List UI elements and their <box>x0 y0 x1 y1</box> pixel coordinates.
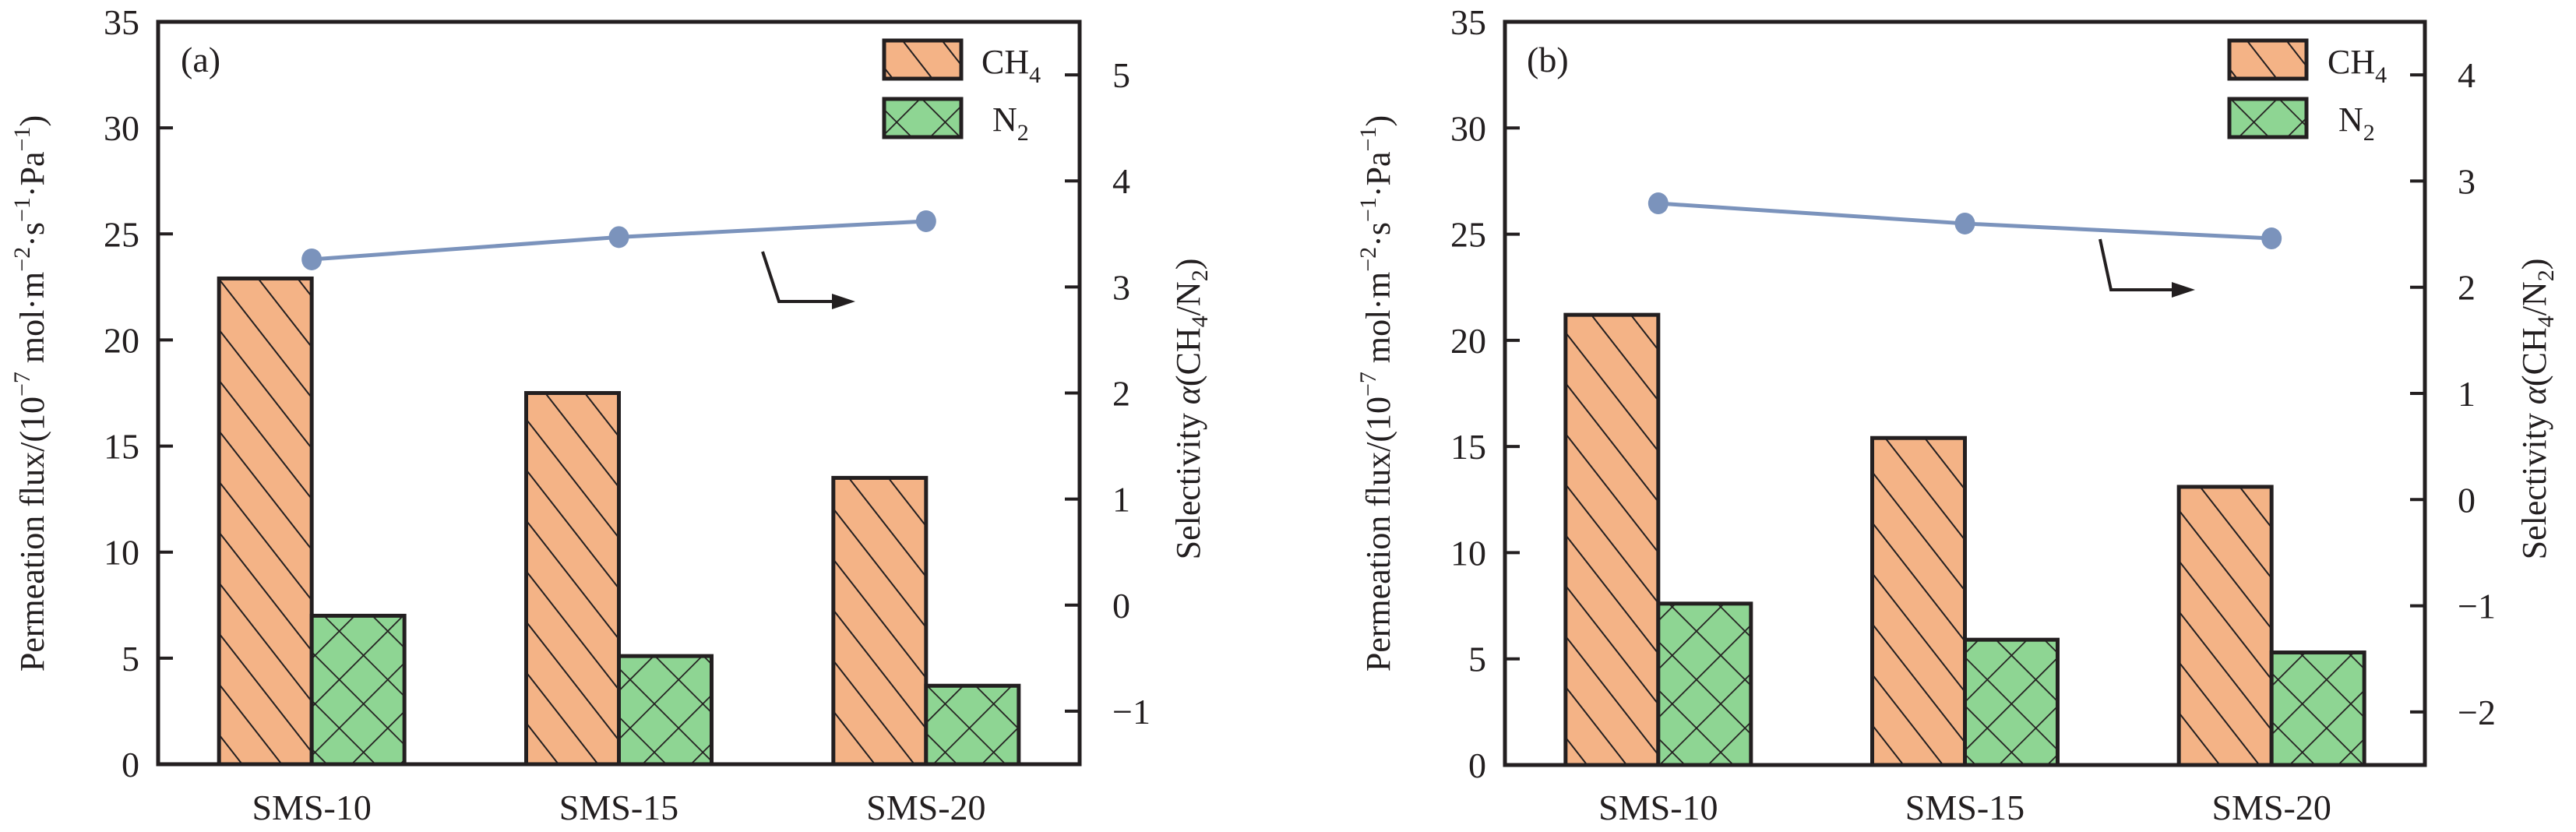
panel-a: 0 5 10 15 20 25 30 35 −1 0 1 2 3 4 5 SMS-10 SMS-15 SMS-20… <box>9 2 1213 827</box>
panel-b-y2-tick-label: 3 <box>2458 161 2476 201</box>
panel-b-y2-tick-label: −2 <box>2458 693 2496 732</box>
panel-b-legend: CH4 N2 <box>2227 38 2387 146</box>
panel-b-x-tick-label: SMS-15 <box>1905 788 2025 827</box>
panel-a-y2-tick-label: −1 <box>1112 692 1151 732</box>
panel-b-y-tick-label: 25 <box>1450 215 1486 255</box>
panel-a-legend: CH4 N2 <box>882 38 1041 146</box>
panel-a-y-axis-title: Permeation flux/(10−7 mol·m−2·s−1·Pa−1) <box>9 115 51 672</box>
panel-a-selectivity-point <box>915 210 936 232</box>
panel-a-arrow-annotation <box>761 251 855 309</box>
panel-a-y2-tick-label: 0 <box>1112 586 1130 626</box>
panel-a-y2-tick-label: 2 <box>1112 374 1130 414</box>
panel-b-marks: 0 5 10 15 20 25 30 35 −2 −1 0 1 2 3 4 SMS-10 SMS-15 SMS-2… <box>1450 2 2496 827</box>
panel-a-bar-n2-sms-20 <box>924 683 1021 767</box>
legend-label-ch4: CH4 <box>2328 43 2387 88</box>
legend-label-ch4: CH4 <box>981 43 1041 88</box>
panel-b-y2-tick-label: −1 <box>2458 587 2496 626</box>
panel-a-bar-n2-sms-10 <box>309 613 407 767</box>
panel-b-selectivity-point <box>2261 227 2282 250</box>
panel-b-y-tick-label: 10 <box>1450 533 1486 573</box>
panel-a-label: (a) <box>181 40 220 79</box>
panel-a-y2-axis-title: Selectivity α(CH4/N2) <box>1169 259 1213 560</box>
panel-a-y-tick-label: 10 <box>104 533 139 573</box>
panel-a-y2-tick-label: 1 <box>1112 480 1130 520</box>
panel-a-bar-ch4-sms-10 <box>217 276 314 767</box>
panel-a-y-tick-label: 30 <box>104 108 139 148</box>
panel-b-y2-tick-label: 0 <box>2458 480 2476 520</box>
panel-b-y-tick-label: 30 <box>1450 108 1486 148</box>
panel-b-y2-tick-label: 4 <box>2458 55 2476 95</box>
panel-b-arrow-annotation <box>2099 238 2195 298</box>
panel-b-selectivity-point <box>1954 212 1975 234</box>
panel-b-y-axis-title: Permeation flux/(10−7 mol·m−2·s−1·Pa−1) <box>1355 115 1397 672</box>
panel-a-marks: 0 5 10 15 20 25 30 35 −1 0 1 2 3 4 5 SMS-10 SMS-15 SMS-20 <box>104 2 1151 827</box>
panel-b-y-tick-label: 15 <box>1450 427 1486 467</box>
panel-a-y2-tick-label: 5 <box>1112 55 1130 95</box>
panel-b-y-tick-label: 0 <box>1468 746 1486 785</box>
panel-a-y-tick-label: 5 <box>122 639 139 679</box>
panel-a-y-tick-label: 0 <box>122 745 139 784</box>
panel-b-y2-tick-label: 1 <box>2458 374 2476 414</box>
legend-swatch-ch4 <box>882 38 964 81</box>
panel-b: 0 5 10 15 20 25 30 35 −2 −1 0 1 2 3 4 SMS-10 SMS-15 SMS-2… <box>1355 2 2559 827</box>
panel-a-bar-n2-sms-15 <box>617 654 714 767</box>
panel-b-bar-n2-sms-20 <box>2269 650 2366 767</box>
panel-a-x-tick-label: SMS-10 <box>252 788 371 827</box>
panel-a-selectivity-point <box>301 248 322 270</box>
panel-a-y2-tick-label: 3 <box>1112 267 1130 307</box>
panel-b-y-tick-label: 5 <box>1468 640 1486 679</box>
panel-a-x-tick-label: SMS-15 <box>559 788 678 827</box>
panel-a-bar-ch4-sms-15 <box>524 391 621 767</box>
legend-label-n2: N2 <box>2338 100 2375 146</box>
panel-a-y-tick-label: 15 <box>104 427 139 467</box>
legend-label-n2: N2 <box>992 100 1029 146</box>
legend-swatch-ch4 <box>2227 38 2309 81</box>
legend-swatch-n2 <box>882 97 964 139</box>
panel-a-x-tick-label: SMS-20 <box>866 788 985 827</box>
panel-b-y-tick-label: 35 <box>1450 2 1486 42</box>
panel-b-bar-n2-sms-10 <box>1656 601 1753 767</box>
panel-b-bar-n2-sms-15 <box>1963 637 2060 767</box>
panel-b-y2-axis-title: Selectivity α(CH4/N2) <box>2515 259 2559 560</box>
panel-b-y2-tick-label: 2 <box>2458 268 2476 308</box>
panel-a-y-tick-label: 20 <box>104 320 139 360</box>
panel-b-bar-ch4-sms-20 <box>2176 485 2274 767</box>
panel-b-label: (b) <box>1527 40 1569 79</box>
panel-a-y-tick-label: 25 <box>104 214 139 254</box>
panel-a-selectivity-point <box>608 226 629 249</box>
panel-b-selectivity-point <box>1647 192 1669 215</box>
panel-b-x-tick-label: SMS-20 <box>2211 788 2331 827</box>
panel-a-y2-tick-label: 4 <box>1112 161 1130 201</box>
panel-b-x-tick-label: SMS-10 <box>1598 788 1718 827</box>
panel-b-bar-ch4-sms-15 <box>1870 435 1967 767</box>
panel-b-bar-ch4-sms-10 <box>1563 312 1661 767</box>
panel-a-y-tick-label: 35 <box>104 2 139 42</box>
legend-swatch-n2 <box>2227 97 2309 139</box>
panel-b-y-tick-label: 20 <box>1450 321 1486 361</box>
panel-a-bar-ch4-sms-20 <box>831 475 929 767</box>
